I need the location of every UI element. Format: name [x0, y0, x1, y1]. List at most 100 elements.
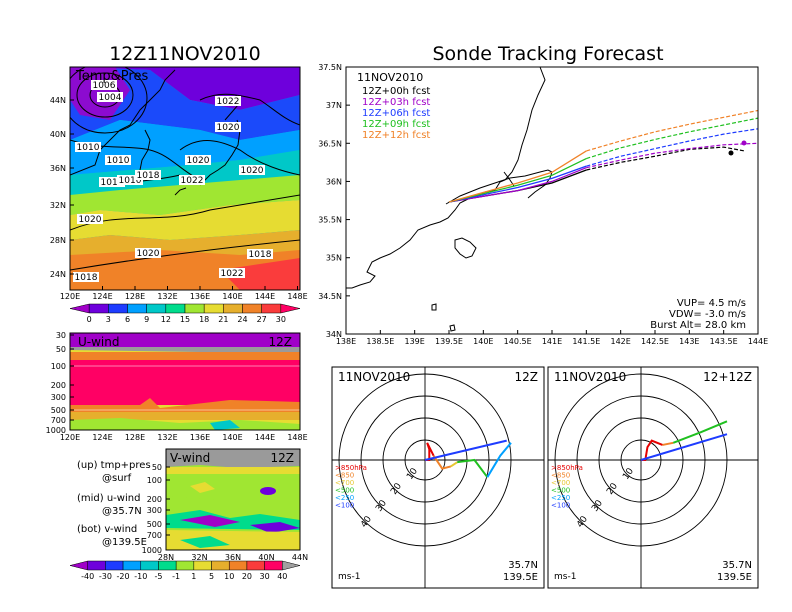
u-lon-tick: 144E	[255, 433, 275, 442]
u-pressure-tick: 100	[51, 362, 66, 371]
note-2-line2: @35.7N	[102, 506, 142, 517]
track-legend-item: 12Z+09h fcst	[362, 119, 430, 130]
surface-lat-tick: 40N	[50, 130, 66, 139]
track-lon-tick: 142E	[611, 337, 631, 346]
isobar-label: 1010	[107, 156, 130, 166]
surface-lat-tick: 32N	[50, 201, 66, 210]
track-endpoint-00h	[728, 150, 734, 156]
v-colorbar-swatch	[122, 560, 142, 571]
hodograph-trace	[640, 433, 728, 461]
u-lon-tick: 120E	[60, 433, 80, 442]
track-date: 11NOV2010	[357, 71, 423, 84]
colorbar-tick: 6	[125, 315, 130, 324]
track-lon-tick: 139E	[405, 337, 425, 346]
isobar-label: 1018	[75, 273, 98, 283]
v-colorbar-swatch	[282, 560, 301, 571]
surface-lon-tick: 128E	[125, 292, 145, 301]
surface-map	[70, 67, 300, 290]
v-pressure-tick: 50	[152, 463, 162, 472]
v-wind-label: V-wind	[170, 451, 210, 465]
track-line-solid	[448, 167, 587, 203]
note-1-line1: (up) tmp+pres	[77, 460, 151, 471]
v-wind-time: 12Z	[271, 451, 295, 465]
v-colorbar-swatch	[175, 560, 195, 571]
track-lat-tick: 36N	[326, 177, 342, 186]
track-line-dashed	[586, 117, 758, 160]
colorbar-swatch	[242, 303, 262, 314]
v-pressure-tick: 300	[147, 506, 162, 515]
v-colorbar-swatch	[193, 560, 212, 571]
track-info-vup: VUP= 4.5 m/s	[677, 298, 746, 309]
surface-lat-tick: 44N	[50, 96, 66, 105]
isobar-label: 1022	[181, 176, 204, 186]
v-lat-tick: 36N	[225, 553, 241, 562]
hodograph-legend-item: >850hPa	[551, 464, 583, 472]
colorbar-swatch	[108, 303, 128, 314]
track-legend-item: 12Z+00h fcst	[362, 86, 430, 97]
colorbar-swatch	[127, 303, 147, 314]
colorbar-tick: 15	[180, 315, 190, 324]
track-line-dashed	[586, 142, 758, 169]
hodograph-legend-item: <250	[335, 494, 354, 502]
v-pressure-tick: 200	[147, 495, 162, 504]
hodograph-frame	[331, 366, 545, 589]
surface-frame	[69, 66, 301, 291]
track-lat-tick: 35N	[326, 254, 342, 263]
u-lon-tick: 140E	[222, 433, 242, 442]
isobar-label: 1018	[137, 171, 160, 181]
hodograph-date: 11NOV2010	[338, 370, 410, 384]
track-line-solid	[448, 157, 587, 203]
colorbar-tick: 30	[276, 315, 286, 324]
isobar-label: 1022	[217, 97, 240, 107]
hodograph-frame	[547, 366, 759, 589]
surface-lon-tick: 148E	[287, 292, 307, 301]
track-lon-tick: 144E	[748, 337, 768, 346]
track-lon-tick: 139.5E	[435, 337, 463, 346]
track-lat-tick: 34N	[326, 330, 342, 339]
track-lat-tick: 37.5N	[318, 63, 342, 72]
track-lon-tick: 138.5E	[366, 337, 394, 346]
colorbar-swatch	[280, 303, 301, 314]
surface-colorbar: 0 3 6 9 12 15 18 21 24 27 30	[69, 303, 301, 324]
surface-lon-tick: 136E	[190, 292, 210, 301]
colorbar-swatch	[165, 303, 186, 314]
hodograph-trace	[672, 420, 728, 444]
track-info-burst: Burst Alt= 28.0 km	[650, 320, 746, 331]
hodograph-legend-item: <100	[551, 502, 570, 510]
colorbar-swatch	[203, 303, 224, 314]
v-lat-tick: 44N	[292, 553, 308, 562]
colorbar-swatch	[146, 303, 167, 314]
right-title: Sonde Tracking Forecast	[432, 43, 663, 65]
u-lon-tick: 148E	[287, 433, 307, 442]
u-pressure-tick: 700	[51, 416, 66, 425]
track-line-dashed	[586, 109, 758, 152]
note-1-line2: @surf	[102, 473, 132, 484]
isobar-label: 1020	[241, 166, 264, 176]
u-wind-frame	[69, 332, 301, 431]
v-colorbar-tick: 30	[260, 572, 270, 581]
surface-lon-tick: 132E	[157, 292, 177, 301]
u-pressure-tick: 300	[51, 393, 66, 402]
hodograph-legend-item: <700	[551, 479, 570, 487]
surface-isobar-labels: 1006100410101010101410101018102010221022…	[73, 80, 273, 283]
hodograph-trace	[662, 441, 674, 446]
hodograph-legend-item: <500	[335, 487, 354, 495]
surface-lon-tick: 124E	[92, 292, 112, 301]
track-legend-item: 12Z+06h fcst	[362, 108, 430, 119]
v-colorbar-swatch	[69, 560, 88, 571]
track-lat-tick: 34.5N	[318, 292, 342, 301]
track-line-dashed	[586, 128, 758, 167]
hodograph-trace	[486, 442, 512, 478]
u-pressure-tick: 500	[51, 406, 66, 415]
hodograph-date: 11NOV2010	[554, 370, 626, 384]
colorbar-tick: 9	[144, 315, 149, 324]
v-pressure-tick: 500	[147, 520, 162, 529]
isobar-label: 1010	[77, 143, 100, 153]
v-colorbar-swatch	[264, 560, 283, 571]
hodograph-unit: ms-1	[338, 572, 360, 582]
isobar-label: 1020	[137, 249, 160, 259]
v-colorbar-tick: -40	[81, 572, 94, 581]
track-lon-tick: 138E	[336, 337, 356, 346]
